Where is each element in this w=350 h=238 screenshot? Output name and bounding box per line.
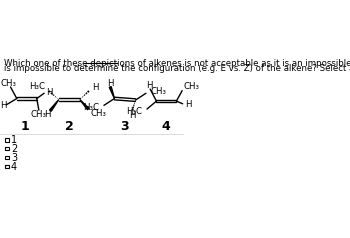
Text: is impossible to determine the configuration (e.g. E vs. Z) of the alkene? Selec: is impossible to determine the configura… xyxy=(4,64,350,73)
Text: CH₃: CH₃ xyxy=(1,79,17,88)
Text: H₃C: H₃C xyxy=(83,103,99,112)
Text: H: H xyxy=(129,111,135,120)
Text: H: H xyxy=(107,79,113,88)
Text: 3: 3 xyxy=(11,153,17,163)
Polygon shape xyxy=(80,99,89,110)
Text: CH₃: CH₃ xyxy=(90,109,106,118)
FancyBboxPatch shape xyxy=(5,147,9,150)
FancyBboxPatch shape xyxy=(5,165,9,168)
Text: H: H xyxy=(0,101,7,110)
Text: H₃C: H₃C xyxy=(29,83,45,91)
Text: H₃C: H₃C xyxy=(126,107,142,116)
Text: H: H xyxy=(46,88,53,97)
Text: 4: 4 xyxy=(11,162,17,172)
Text: 1: 1 xyxy=(20,120,29,133)
Text: 3: 3 xyxy=(121,120,129,133)
Text: CH₃: CH₃ xyxy=(183,83,199,91)
Text: CH₃: CH₃ xyxy=(150,87,167,96)
FancyBboxPatch shape xyxy=(5,138,9,142)
Text: 1: 1 xyxy=(11,135,17,145)
Text: CH₃: CH₃ xyxy=(30,110,46,119)
Text: 4: 4 xyxy=(161,120,170,133)
FancyBboxPatch shape xyxy=(5,156,9,159)
Text: H: H xyxy=(146,81,153,90)
Text: 2: 2 xyxy=(11,144,17,154)
Polygon shape xyxy=(109,87,114,99)
Text: H: H xyxy=(92,83,98,92)
Text: H: H xyxy=(185,100,191,109)
Text: 2: 2 xyxy=(65,120,74,133)
Text: H: H xyxy=(44,110,50,119)
Text: Which one of these depictions of alkenes is not acceptable as it is an impossibl: Which one of these depictions of alkenes… xyxy=(4,59,350,68)
Polygon shape xyxy=(50,99,59,111)
